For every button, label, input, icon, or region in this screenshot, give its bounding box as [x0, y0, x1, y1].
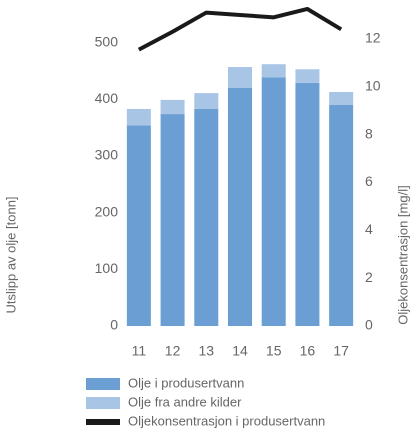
bar — [261, 77, 286, 326]
x-tick-label: 11 — [132, 343, 147, 359]
legend-swatch — [86, 378, 120, 390]
y-tick-label: 100 — [95, 260, 119, 276]
y-tick-label: 200 — [95, 203, 119, 219]
y-tick-label: 300 — [95, 147, 119, 163]
y-tick-label: 0 — [110, 317, 118, 333]
bar — [228, 88, 252, 326]
legend-label: Olje fra andre kilder — [128, 394, 242, 409]
x-tick-label: 13 — [198, 343, 214, 359]
legend-label: Oljekonsentrasjon i produsertvann — [128, 413, 325, 428]
bar — [329, 105, 354, 326]
y2-tick-label: 12 — [365, 30, 381, 46]
y2-axis-label: Oljekonsentrasjon [mg/l] — [395, 185, 410, 324]
x-tick-label: 12 — [165, 343, 181, 359]
y2-tick-label: 8 — [365, 125, 373, 141]
y-tick-label: 400 — [95, 90, 119, 106]
x-tick-label: 16 — [300, 343, 316, 359]
y2-tick-label: 2 — [365, 269, 373, 285]
bar — [194, 108, 219, 326]
y-axis-label: Utslipp av olje [tonn] — [3, 196, 18, 313]
bar — [160, 114, 185, 326]
legend-swatch — [86, 419, 120, 425]
bar — [295, 82, 320, 327]
bar — [160, 99, 185, 115]
y2-tick-label: 4 — [365, 221, 373, 237]
bar — [329, 91, 354, 105]
bar — [261, 64, 286, 78]
x-tick-label: 14 — [232, 343, 248, 359]
x-tick-label: 15 — [266, 343, 282, 359]
legend-label: Olje i produsertvann — [128, 375, 244, 390]
line — [137, 6, 343, 52]
y2-tick-label: 0 — [365, 317, 373, 333]
y-tick-label: 500 — [95, 33, 119, 49]
bar — [295, 69, 320, 83]
y2-tick-label: 6 — [365, 173, 373, 189]
bar — [194, 93, 219, 109]
y2-tick-label: 10 — [365, 77, 381, 93]
bar — [126, 108, 151, 126]
bar — [228, 67, 252, 88]
bar — [126, 125, 151, 327]
legend-swatch — [86, 397, 120, 409]
x-tick-label: 17 — [333, 343, 349, 359]
